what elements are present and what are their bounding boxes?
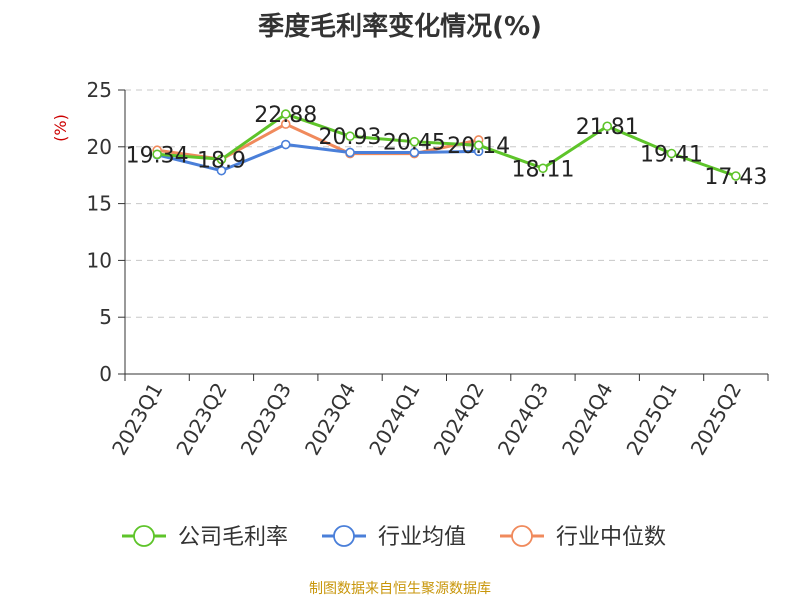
- data-point: [409, 147, 420, 158]
- series-line: [157, 112, 737, 178]
- x-tick-label: 2024Q3: [493, 379, 553, 460]
- legend-marker: [511, 525, 533, 547]
- data-point: [345, 131, 355, 142]
- series-lines: [156, 112, 737, 178]
- data-label: 21.81: [576, 115, 639, 140]
- y-tick-label: 20: [87, 135, 112, 159]
- data-label: 17.43: [704, 165, 767, 190]
- data-label: 22.88: [254, 103, 317, 128]
- y-tick-label: 10: [87, 248, 112, 272]
- legend-marker: [133, 525, 155, 547]
- data-point: [731, 171, 741, 181]
- source-footer: 制图数据来自恒生聚源数据库: [309, 581, 491, 597]
- data-label: 18.11: [511, 157, 574, 182]
- data-point: [280, 139, 291, 150]
- data-point: [666, 148, 677, 159]
- data-label: 19.34: [126, 143, 189, 168]
- chart-title: 季度毛利率变化情况(%): [258, 12, 542, 42]
- legend-marker: [333, 525, 355, 547]
- x-tick-label: 2025Q1: [621, 379, 681, 460]
- y-tick-label: 25: [87, 78, 112, 102]
- data-point: [280, 109, 291, 119]
- data-label: 18.9: [197, 148, 246, 173]
- x-tick-label: 2024Q2: [429, 379, 489, 460]
- data-point: [216, 165, 227, 176]
- grid-lines: [125, 89, 768, 318]
- data-points: [152, 109, 741, 181]
- data-label: 20.93: [319, 125, 382, 150]
- legend: 公司毛利率 行业均值 行业中位数: [122, 525, 666, 550]
- x-tick-label: 2023Q4: [300, 379, 360, 460]
- data-point: [538, 163, 548, 174]
- y-axis-label: (%): [51, 114, 70, 142]
- data-point: [409, 136, 420, 147]
- data-point: [280, 119, 291, 129]
- y-tick-label: 5: [99, 305, 112, 329]
- x-tick-label: 2025Q2: [686, 379, 746, 460]
- y-tick-label: 15: [87, 192, 112, 216]
- x-tick-label: 2024Q1: [364, 379, 424, 460]
- data-point: [602, 121, 613, 132]
- data-label: 20.14: [447, 134, 510, 159]
- data-point: [216, 154, 227, 165]
- y-tick-label: 0: [99, 362, 112, 386]
- legend-label: 行业均值: [378, 525, 466, 550]
- x-tick-label: 2024Q4: [557, 379, 617, 460]
- data-label: 19.41: [640, 143, 703, 168]
- data-point: [345, 147, 355, 158]
- data-point: [152, 149, 162, 160]
- series-line: [156, 143, 479, 173]
- data-label: 20.45: [383, 131, 446, 156]
- x-tick-label: 2023Q3: [236, 379, 296, 460]
- x-tick-label: 2023Q2: [171, 379, 231, 460]
- x-tick-label: 2023Q1: [107, 379, 167, 460]
- data-point: [473, 140, 484, 151]
- legend-label: 公司毛利率: [178, 525, 288, 550]
- legend-label: 行业中位数: [556, 525, 666, 550]
